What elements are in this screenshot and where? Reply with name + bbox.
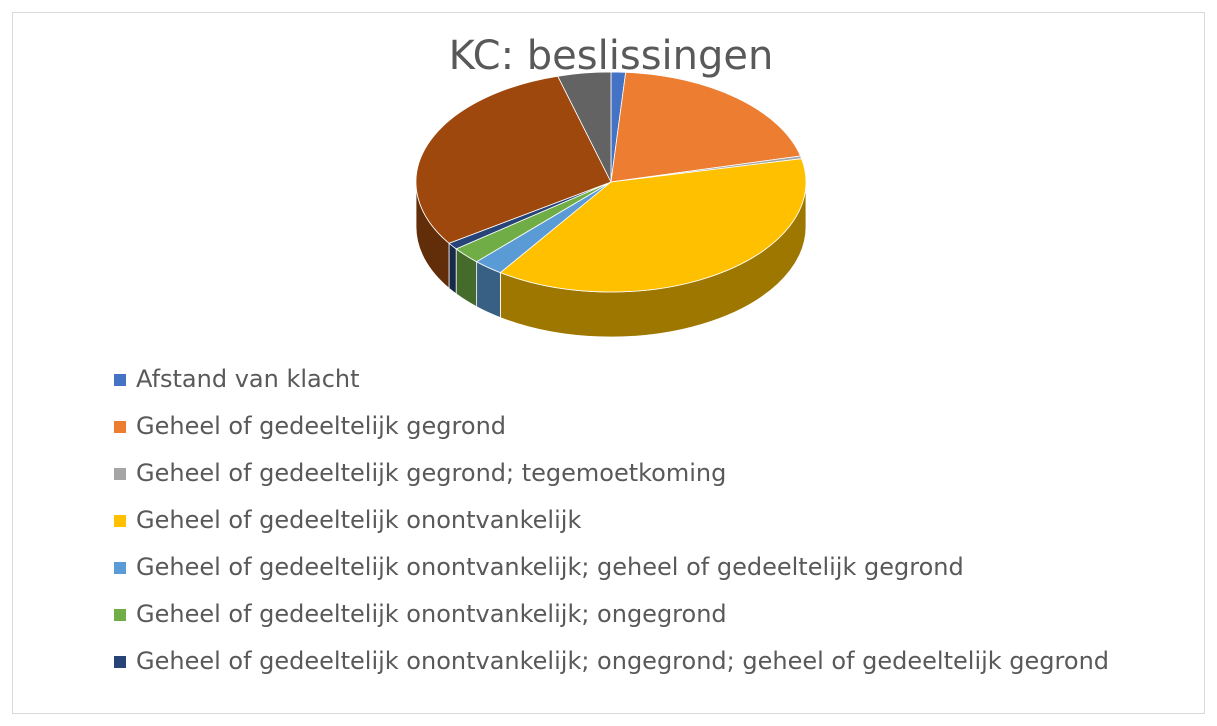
legend-label: Geheel of gedeeltelijk onontvankelijk; g… [136, 553, 964, 581]
legend-label: Geheel of gedeeltelijk gegrond [136, 412, 506, 440]
legend-marker [114, 562, 126, 574]
legend-marker [114, 609, 126, 621]
chart-title: KC: beslissingen [449, 33, 774, 79]
legend-marker [114, 656, 126, 668]
slice-side [448, 242, 457, 295]
legend-label: Geheel of gedeeltelijk gegrond; tegemoet… [136, 459, 726, 487]
legend-marker [114, 468, 126, 480]
slice [610, 71, 802, 183]
legend-marker [114, 374, 126, 386]
legend-label: Geheel of gedeeltelijk onontvankelijk; o… [136, 600, 727, 628]
legend-label: Geheel of gedeeltelijk onontvankelijk; o… [136, 647, 1109, 675]
slice [499, 158, 807, 293]
legend-marker [114, 421, 126, 433]
legend-marker [114, 515, 126, 527]
slice [557, 71, 612, 183]
legend-label: Geheel of gedeeltelijk onontvankelijk [136, 506, 581, 534]
slice [415, 75, 612, 244]
legend-label: Afstand van klacht [136, 365, 360, 393]
